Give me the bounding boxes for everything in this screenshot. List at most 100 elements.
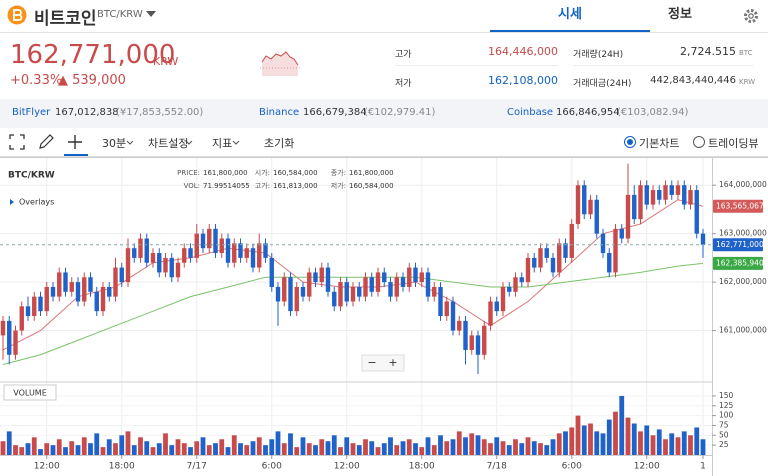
info-label: 시가:	[255, 168, 270, 177]
candle-body	[263, 243, 268, 258]
volume-bar	[63, 447, 68, 455]
candle-body	[94, 291, 99, 312]
candle-body	[432, 286, 437, 297]
volume-bar	[388, 437, 393, 455]
candle-body	[82, 277, 87, 302]
volume-bar	[431, 445, 437, 455]
candle-body	[13, 330, 18, 355]
info-value: 161,800,000	[349, 169, 394, 177]
candle-body	[88, 277, 93, 292]
sparkline	[260, 51, 300, 76]
dropdown[interactable]	[145, 10, 157, 18]
price-badge	[713, 199, 763, 213]
tab[interactable]: 정보	[668, 7, 692, 22]
overlay-toggle[interactable]: Overlays	[19, 198, 54, 207]
volume-bar	[588, 423, 593, 455]
volume-bar	[250, 441, 256, 455]
zoom-out[interactable]: −	[367, 356, 376, 369]
settings-button[interactable]: 차트설정	[148, 137, 189, 150]
volume-bar	[125, 431, 131, 455]
radio[interactable]	[693, 136, 705, 148]
chart-title: BTC/KRW	[8, 171, 55, 181]
candle-body	[19, 306, 24, 331]
exchange-name: Coinbase	[507, 107, 554, 118]
candle-body	[519, 277, 524, 283]
volume-bar	[138, 437, 143, 455]
volume-bar	[175, 439, 181, 455]
volume-bar	[513, 439, 518, 455]
candle-body	[575, 185, 581, 224]
candle-body	[150, 253, 156, 263]
volume-bar	[200, 437, 206, 455]
candle-body	[494, 301, 499, 312]
volume-bar	[700, 439, 706, 455]
candle-body	[500, 286, 506, 312]
volume-bar	[688, 435, 693, 455]
volume-bar	[475, 435, 481, 455]
candle-body	[325, 267, 331, 292]
candle-body	[619, 228, 624, 239]
y-tick-label: 150	[719, 391, 734, 400]
candle-body	[175, 262, 181, 278]
radio[interactable]	[624, 136, 636, 148]
volume-bar	[0, 441, 6, 455]
volume-bar	[269, 439, 275, 455]
x-tick-label: 12:00	[334, 462, 360, 472]
settings-icon[interactable]	[742, 7, 760, 25]
exchange-price: 166,679,384	[303, 107, 367, 118]
candle-body	[600, 233, 606, 254]
candle-body	[75, 282, 81, 302]
candle-body	[613, 228, 618, 273]
volume-bar	[456, 431, 462, 455]
candle-body	[607, 253, 612, 273]
candle-body	[532, 257, 537, 268]
coin-logo	[7, 5, 27, 25]
volume-bar	[119, 435, 125, 455]
volume-bar	[344, 437, 350, 455]
volume-bar	[150, 447, 156, 455]
interval-button[interactable]: 30분	[102, 137, 127, 150]
divider	[0, 32, 768, 33]
volume-bar	[275, 431, 281, 455]
volume-bar	[131, 445, 137, 455]
volume-bar	[500, 441, 506, 455]
volume-bar	[325, 441, 331, 455]
zoom-in[interactable]: +	[388, 356, 397, 369]
view-option[interactable]: 트레이딩뷰	[708, 137, 759, 150]
volume-bar	[594, 431, 600, 455]
view-option[interactable]: 기본차트	[639, 137, 680, 150]
volume-bar	[363, 439, 368, 455]
divider	[395, 65, 558, 66]
candle-body	[313, 272, 318, 283]
volume-bar	[669, 433, 675, 455]
volume-bar	[38, 449, 43, 455]
candle-body	[225, 238, 231, 263]
exchange-price: 166,846,954	[556, 107, 620, 118]
indicator-button[interactable]: 지표	[212, 137, 233, 150]
x-tick-label: 1	[700, 462, 706, 472]
candle-body	[357, 286, 362, 297]
x-tick-label: 6:00	[562, 462, 582, 472]
crosshair-icon[interactable]	[68, 135, 82, 149]
chevron	[126, 140, 240, 145]
candle-body	[25, 306, 31, 317]
tab[interactable]: 시세	[490, 0, 650, 32]
reset-button[interactable]: 초기화	[264, 137, 295, 150]
x-tick-label: 7/17	[187, 462, 207, 472]
volume-bar	[44, 443, 50, 455]
volume-bar	[81, 437, 87, 455]
volume-bar	[650, 435, 656, 455]
draw-icon[interactable]	[39, 134, 54, 149]
candle-body	[344, 282, 349, 302]
y-tick-label: 164,000,000	[719, 180, 767, 189]
volume-bar	[656, 429, 662, 455]
candle-body	[513, 277, 518, 292]
info-label: 종가:	[331, 168, 346, 177]
volume-bar	[575, 415, 581, 455]
candle-body	[582, 185, 587, 215]
volume-bar	[606, 419, 612, 455]
fullscreen-icon[interactable]	[9, 134, 25, 150]
candle-body	[194, 233, 199, 258]
exchange-price: 167,012,838	[55, 107, 119, 118]
candle-body	[282, 277, 287, 302]
